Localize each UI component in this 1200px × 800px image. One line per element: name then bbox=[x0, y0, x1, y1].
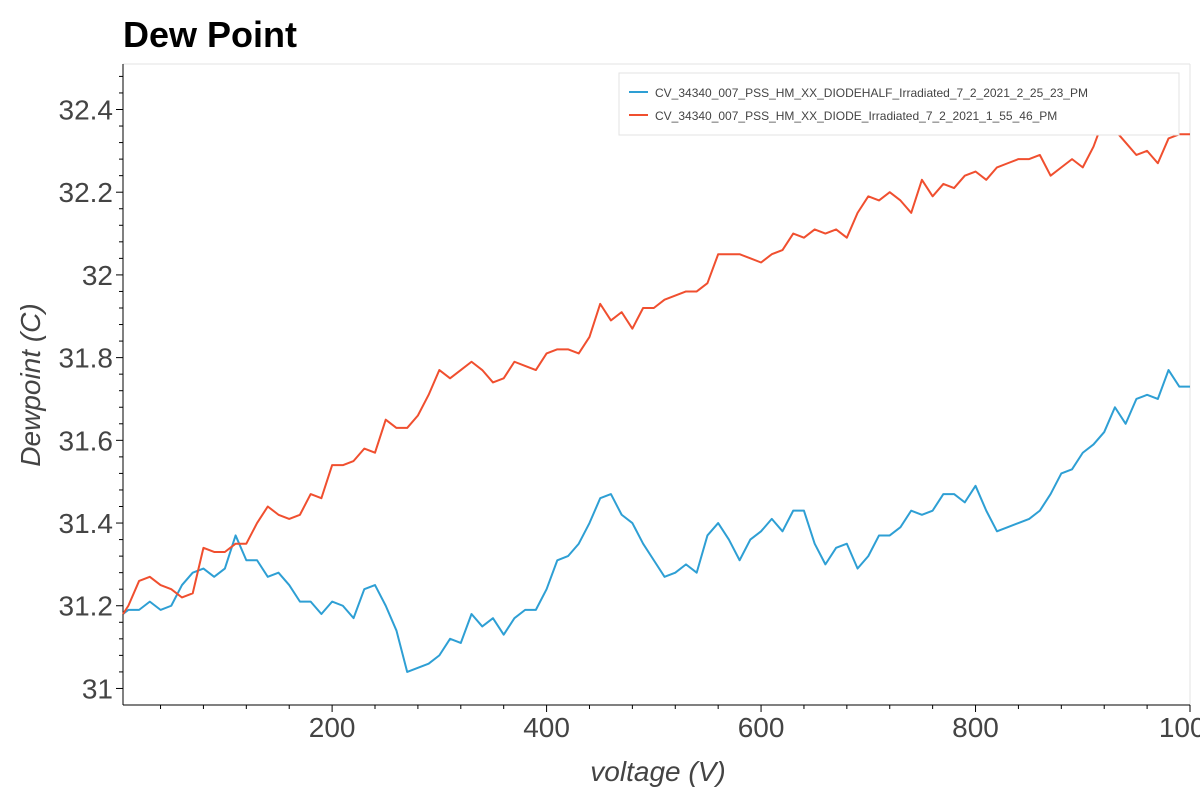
plot-frame bbox=[123, 63, 1191, 705]
y-tick-label: 31.6 bbox=[59, 425, 114, 456]
x-tick-label: 1000 bbox=[1159, 712, 1200, 743]
x-tick-label: 400 bbox=[523, 712, 570, 743]
y-tick-label: 31.2 bbox=[59, 591, 114, 622]
x-tick-label: 200 bbox=[309, 712, 356, 743]
chart-title: Dew Point bbox=[123, 14, 298, 55]
y-axis-title: Dewpoint (C) bbox=[15, 303, 46, 466]
legend-label: CV_34340_007_PSS_HM_XX_DIODE_Irradiated_… bbox=[655, 109, 1057, 123]
y-tick-label: 31.4 bbox=[59, 508, 114, 539]
y-tick-label: 32.2 bbox=[59, 177, 114, 208]
series-line-1 bbox=[122, 369, 1190, 673]
legend-box bbox=[618, 72, 1180, 136]
x-axis: 200 400 600 800 1000 bbox=[123, 704, 1200, 743]
series-line-2 bbox=[122, 116, 1190, 615]
y-tick-label: 32.4 bbox=[59, 94, 114, 125]
x-axis-title: voltage (V) bbox=[590, 756, 725, 787]
x-tick-label: 800 bbox=[952, 712, 999, 743]
y-axis: 31 31.2 31.4 31.6 31.8 32 32.2 32.4 bbox=[59, 64, 124, 705]
y-tick-label: 32 bbox=[82, 260, 113, 291]
series-layer bbox=[122, 116, 1190, 673]
y-tick-label: 31.8 bbox=[59, 343, 114, 374]
legend-label: CV_34340_007_PSS_HM_XX_DIODEHALF_Irradia… bbox=[655, 86, 1088, 100]
y-tick-label: 31 bbox=[82, 673, 113, 704]
legend: CV_34340_007_PSS_HM_XX_DIODEHALF_Irradia… bbox=[618, 72, 1180, 136]
x-tick-label: 600 bbox=[738, 712, 785, 743]
